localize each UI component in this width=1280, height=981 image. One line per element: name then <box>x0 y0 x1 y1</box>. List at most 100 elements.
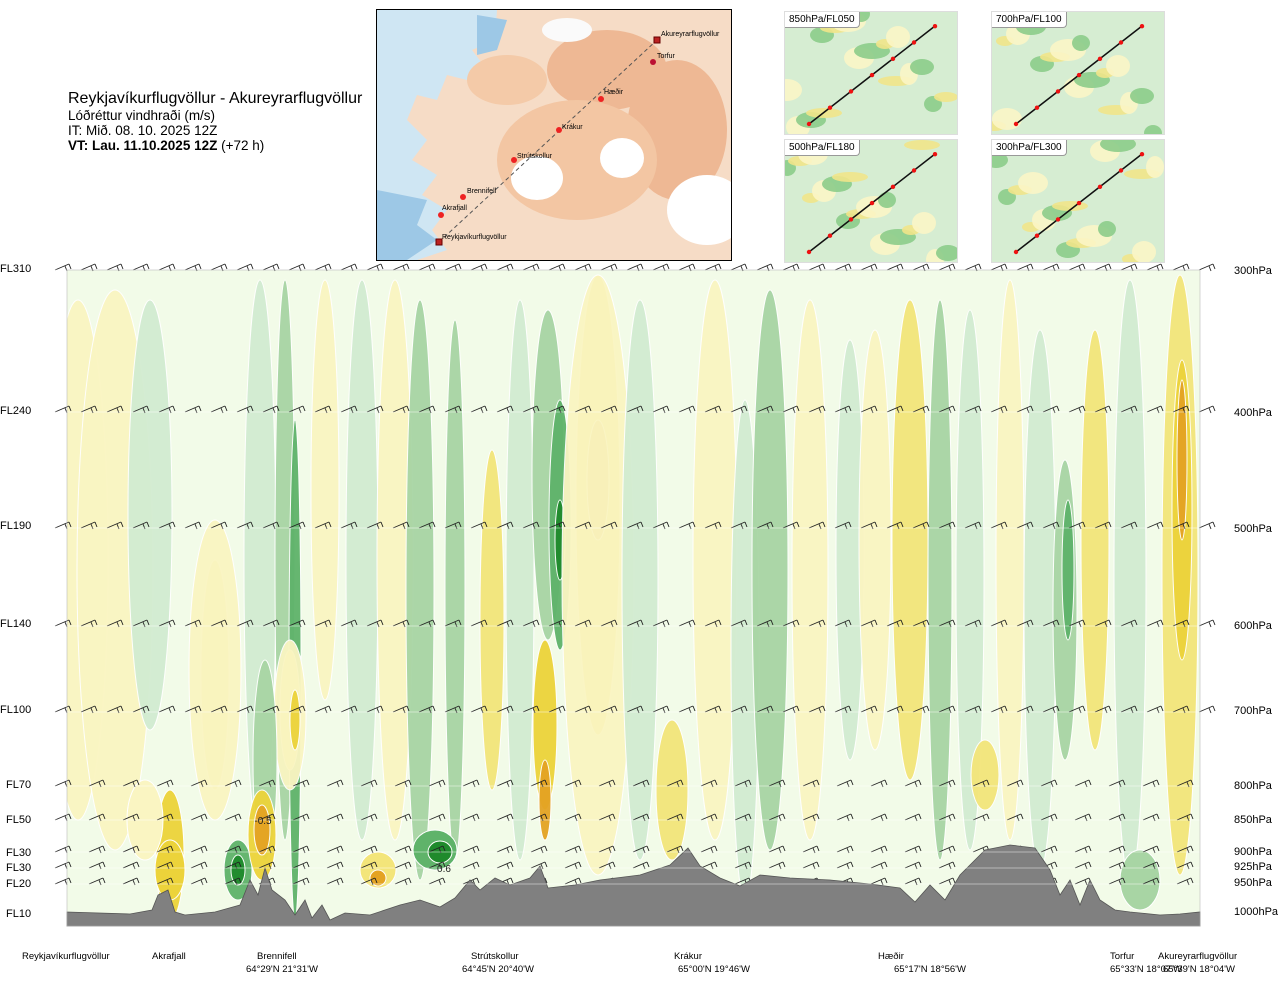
map-label-reykjavik: Reykjavíkurflugvöllur <box>442 234 507 241</box>
barb-staff <box>730 405 746 413</box>
barb-staff <box>184 263 200 271</box>
barb-staff <box>418 705 434 713</box>
barb-feather <box>328 521 332 528</box>
barb-staff <box>80 521 96 529</box>
contour-band <box>188 519 242 821</box>
barb-staff <box>834 521 850 529</box>
barb-staff <box>886 405 902 413</box>
barb-staff <box>678 405 694 413</box>
barb-staff <box>496 619 512 627</box>
contour-band <box>1080 329 1110 751</box>
hpa-label: 600hPa <box>1234 620 1272 632</box>
mini-map-700[interactable]: 700hPa/FL100 <box>991 11 1165 135</box>
barb-staff <box>1146 263 1162 271</box>
barb-staff <box>600 405 616 413</box>
barb-feather <box>850 845 854 852</box>
barb-feather <box>874 405 878 412</box>
barb-feather <box>272 779 276 786</box>
barb-feather <box>306 845 310 852</box>
mini-map-300[interactable]: 300hPa/FL300 <box>991 139 1165 263</box>
mini-map-blob <box>910 59 934 75</box>
barb-staff <box>548 619 564 627</box>
barb-feather <box>328 705 332 712</box>
barb-feather <box>816 813 820 820</box>
barb-staff <box>522 263 538 271</box>
barb-feather <box>952 779 956 786</box>
barb-staff <box>1042 521 1058 529</box>
barb-staff <box>1120 263 1136 271</box>
mini-map-300-svg <box>992 140 1164 262</box>
mini-map-blob <box>992 152 1008 168</box>
barb-staff <box>632 813 648 821</box>
barb-staff <box>1042 263 1058 271</box>
barb-feather <box>1160 405 1164 412</box>
barb-staff <box>782 405 798 413</box>
barb-staff <box>54 861 70 869</box>
barb-staff <box>106 405 122 413</box>
barb-staff <box>836 861 852 869</box>
barb-staff <box>224 845 240 853</box>
barb-staff <box>224 813 240 821</box>
barb-feather <box>170 779 174 786</box>
barb-feather <box>588 405 592 412</box>
barb-feather <box>102 861 106 868</box>
barb-staff <box>288 263 304 271</box>
barb-feather <box>1208 621 1212 628</box>
barb-staff <box>184 619 200 627</box>
barb-staff <box>678 521 694 529</box>
barb-feather <box>1020 779 1024 786</box>
barb-feather <box>1208 523 1212 530</box>
barb-staff <box>730 705 746 713</box>
mini-map-station <box>911 40 917 45</box>
barb-staff <box>428 779 444 787</box>
barb-staff <box>1074 779 1090 787</box>
barb-staff <box>496 861 512 869</box>
barb-feather <box>198 521 202 528</box>
barb-feather <box>1134 405 1138 412</box>
barb-staff <box>366 405 382 413</box>
barb-staff <box>394 813 410 821</box>
barb-feather <box>1004 521 1008 528</box>
station-coord: 65°00'N 19°46'W <box>678 964 750 975</box>
barb-feather <box>744 705 748 712</box>
mini-map-500[interactable]: 500hPa/FL180 <box>784 139 958 263</box>
barb-staff <box>938 521 954 529</box>
hpa-label: 700hPa <box>1234 705 1272 717</box>
barb-staff <box>428 845 444 853</box>
barb-staff <box>132 405 148 413</box>
barb-feather <box>646 813 650 820</box>
barb-feather <box>900 521 904 528</box>
barb-staff <box>1016 619 1032 627</box>
station-label: Krákur <box>674 951 702 962</box>
barb-feather <box>744 619 748 626</box>
barb-feather <box>1088 861 1092 868</box>
barb-staff <box>262 619 278 627</box>
mini-map-850-label: 850hPa/FL050 <box>785 12 860 28</box>
station-label: Brennifell <box>257 951 297 962</box>
mini-map-station <box>890 56 896 61</box>
barb-staff <box>496 521 512 529</box>
barb-feather <box>238 779 242 786</box>
barb-feather <box>666 705 670 712</box>
contour-band <box>444 319 466 861</box>
barb-feather <box>204 813 208 820</box>
barb-staff <box>734 861 750 869</box>
barb-feather <box>796 705 800 712</box>
barb-staff <box>236 619 252 627</box>
map-label-torfur: Torfur <box>657 53 676 60</box>
mini-map-850[interactable]: 850hPa/FL050 <box>784 11 958 135</box>
barb-feather <box>510 813 514 820</box>
barb-feather <box>120 619 124 626</box>
contour-band <box>345 279 379 841</box>
barb-staff <box>870 861 886 869</box>
barb-feather <box>1108 619 1112 626</box>
barb-staff <box>912 521 928 529</box>
barb-staff <box>1040 779 1056 787</box>
barb-feather <box>328 619 332 626</box>
barb-feather <box>536 619 540 626</box>
barb-staff <box>912 705 928 713</box>
barb-feather <box>952 405 956 412</box>
barb-feather <box>1082 705 1086 712</box>
barb-feather <box>380 705 384 712</box>
barb-feather <box>458 263 462 270</box>
